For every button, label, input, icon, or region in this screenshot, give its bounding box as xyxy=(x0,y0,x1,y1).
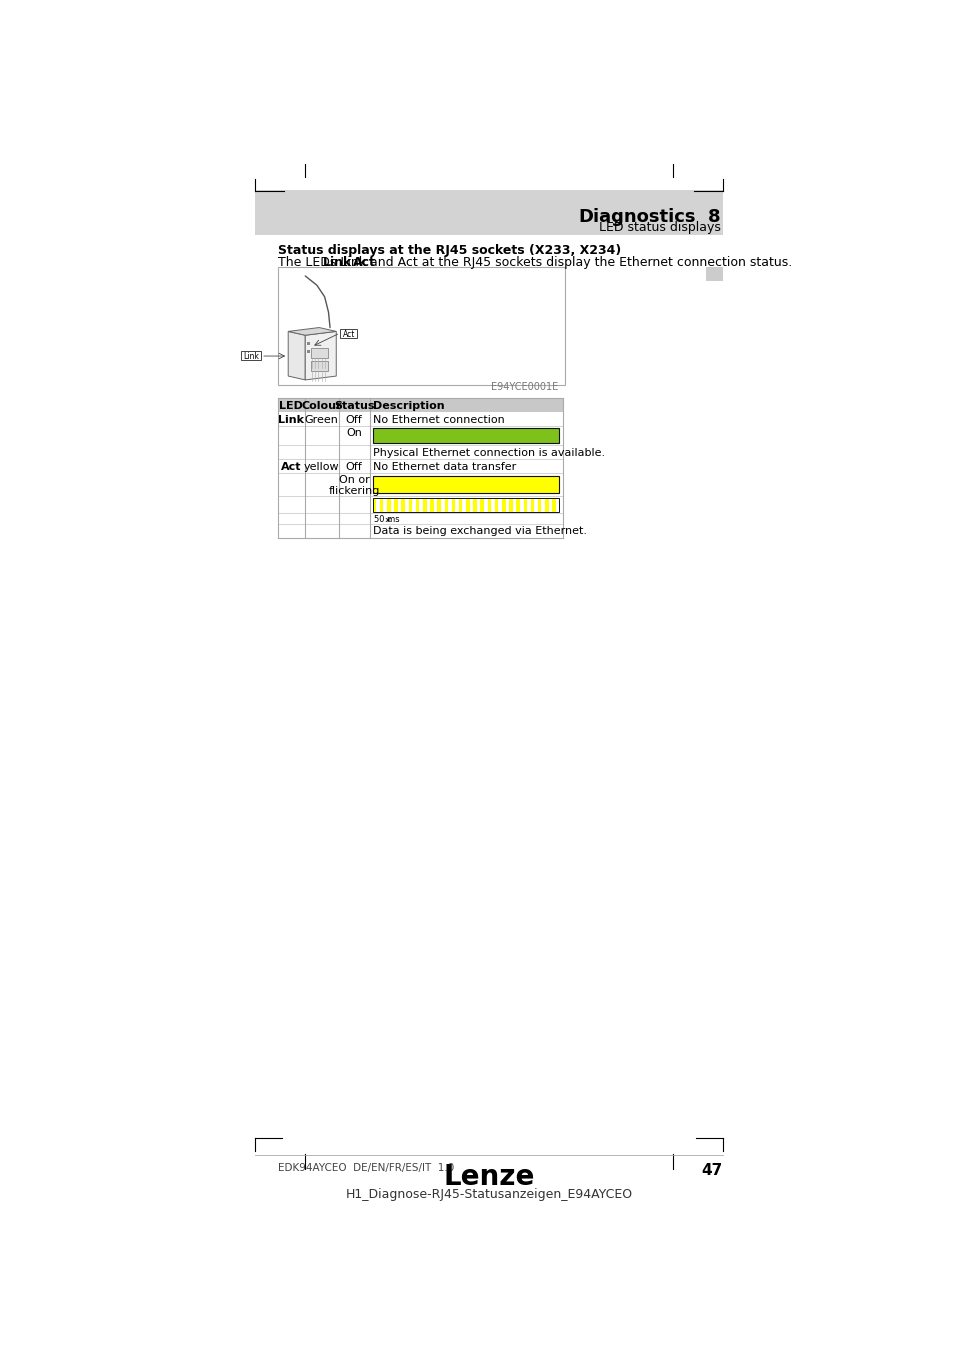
Text: The LEDs Link and Act at the RJ45 sockets display the Ethernet connection status: The LEDs Link and Act at the RJ45 socket… xyxy=(278,256,792,269)
Text: Colour: Colour xyxy=(301,401,341,410)
Text: No Ethernet connection: No Ethernet connection xyxy=(373,414,504,424)
Bar xyxy=(436,498,440,512)
Bar xyxy=(480,498,483,512)
Bar xyxy=(519,498,523,512)
Text: Status: Status xyxy=(334,401,374,410)
Bar xyxy=(534,498,537,512)
Bar xyxy=(408,498,412,512)
Bar xyxy=(552,498,556,512)
Text: LED status displays: LED status displays xyxy=(598,221,720,235)
Bar xyxy=(394,498,397,512)
Bar xyxy=(440,498,444,512)
Bar xyxy=(548,498,552,512)
Bar xyxy=(375,498,379,512)
Bar xyxy=(397,498,401,512)
Bar xyxy=(556,498,558,512)
Text: Link: Link xyxy=(323,256,352,269)
Text: Act: Act xyxy=(281,462,301,471)
Bar xyxy=(241,351,261,360)
Text: Off: Off xyxy=(345,414,362,424)
Text: Act: Act xyxy=(353,256,375,269)
Text: 8: 8 xyxy=(707,208,720,227)
Text: 50 ms: 50 ms xyxy=(374,514,399,524)
Bar xyxy=(416,498,419,512)
Bar xyxy=(491,498,495,512)
Bar xyxy=(512,498,516,512)
Text: Description: Description xyxy=(373,401,444,410)
Bar xyxy=(487,498,491,512)
Bar xyxy=(412,498,416,512)
Bar xyxy=(390,498,394,512)
Polygon shape xyxy=(305,331,335,379)
Bar xyxy=(523,498,527,512)
Bar xyxy=(383,498,387,512)
Bar xyxy=(444,498,448,512)
Text: No Ethernet data transfer: No Ethernet data transfer xyxy=(373,462,516,471)
Bar xyxy=(387,498,390,512)
Bar xyxy=(473,498,476,512)
Bar xyxy=(434,498,436,512)
Bar xyxy=(379,498,383,512)
Bar xyxy=(278,398,562,412)
Bar xyxy=(373,498,375,512)
Bar xyxy=(705,267,722,281)
Text: Diagnostics: Diagnostics xyxy=(578,208,695,227)
Bar xyxy=(311,360,328,371)
Bar xyxy=(462,498,466,512)
Bar xyxy=(469,498,473,512)
Bar xyxy=(458,498,462,512)
Text: LED: LED xyxy=(279,401,303,410)
Bar xyxy=(530,498,534,512)
Bar xyxy=(509,498,512,512)
Bar xyxy=(307,342,310,346)
Bar xyxy=(451,498,455,512)
Text: Link: Link xyxy=(278,414,304,424)
Text: Lenze: Lenze xyxy=(443,1162,534,1191)
Bar xyxy=(422,498,426,512)
Bar xyxy=(544,498,548,512)
Bar xyxy=(541,498,544,512)
Text: E94YCE0001E: E94YCE0001E xyxy=(491,382,558,393)
Text: H1_Diagnose-RJ45-Statusanzeigen_E94AYCEO: H1_Diagnose-RJ45-Statusanzeigen_E94AYCEO xyxy=(345,1188,632,1200)
Bar xyxy=(448,498,451,512)
Bar xyxy=(483,498,487,512)
Bar xyxy=(373,498,558,512)
Bar xyxy=(254,190,722,235)
Text: Green: Green xyxy=(304,414,338,424)
Bar xyxy=(497,498,501,512)
Bar xyxy=(401,498,405,512)
Text: Status displays at the RJ45 sockets (X233, X234): Status displays at the RJ45 sockets (X23… xyxy=(278,243,620,256)
Bar xyxy=(373,428,558,443)
Text: On or
flickering: On or flickering xyxy=(328,475,379,497)
Bar xyxy=(501,498,505,512)
Text: yellow: yellow xyxy=(303,462,339,471)
Bar xyxy=(476,498,480,512)
Polygon shape xyxy=(288,331,305,379)
Bar xyxy=(527,498,530,512)
Text: On: On xyxy=(346,428,361,439)
Text: Link: Link xyxy=(243,352,258,362)
Bar xyxy=(505,498,509,512)
Polygon shape xyxy=(288,328,335,335)
Text: Act: Act xyxy=(342,329,355,339)
Bar xyxy=(278,267,564,385)
Bar xyxy=(495,498,497,512)
Bar xyxy=(340,329,356,338)
Text: Data is being exchanged via Ethernet.: Data is being exchanged via Ethernet. xyxy=(373,526,586,536)
Text: 47: 47 xyxy=(701,1162,722,1179)
Bar xyxy=(419,498,422,512)
Bar xyxy=(307,350,310,352)
Bar xyxy=(430,498,434,512)
Text: Off: Off xyxy=(345,462,362,471)
Bar xyxy=(405,498,408,512)
Bar xyxy=(311,347,328,358)
Bar xyxy=(426,498,430,512)
Bar xyxy=(516,498,519,512)
Bar xyxy=(455,498,458,512)
Text: EDK94AYCEO  DE/EN/FR/ES/IT  1.0: EDK94AYCEO DE/EN/FR/ES/IT 1.0 xyxy=(278,1162,454,1173)
Bar xyxy=(537,498,541,512)
Bar xyxy=(373,477,558,493)
Bar xyxy=(466,498,469,512)
Text: Physical Ethernet connection is available.: Physical Ethernet connection is availabl… xyxy=(373,448,604,458)
